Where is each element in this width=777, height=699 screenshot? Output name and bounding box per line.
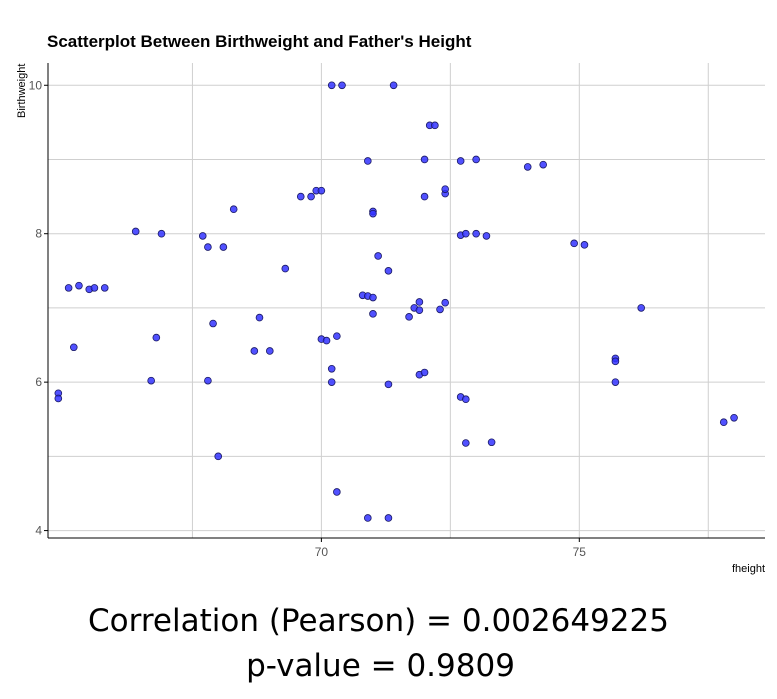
data-point bbox=[611, 357, 620, 366]
data-point bbox=[523, 163, 532, 171]
data-point bbox=[539, 160, 547, 169]
data-point bbox=[369, 209, 377, 218]
data-point bbox=[369, 310, 377, 318]
data-point bbox=[100, 284, 109, 292]
y-tick-label: 8 bbox=[35, 227, 42, 241]
grid-layer bbox=[48, 63, 765, 538]
data-point bbox=[152, 333, 161, 342]
data-point bbox=[209, 319, 217, 328]
points-layer bbox=[54, 81, 738, 522]
data-point bbox=[229, 205, 238, 214]
data-point bbox=[456, 157, 465, 165]
data-point bbox=[147, 376, 155, 385]
data-point bbox=[580, 241, 589, 249]
data-point bbox=[389, 81, 398, 90]
y-tick-label: 6 bbox=[35, 375, 42, 389]
data-point bbox=[415, 298, 424, 306]
data-point bbox=[317, 186, 326, 195]
x-tick-label: 75 bbox=[573, 545, 587, 559]
data-point bbox=[204, 243, 212, 251]
x-axis-label: fheight bbox=[732, 563, 765, 575]
data-point bbox=[719, 418, 728, 427]
data-point bbox=[420, 368, 429, 377]
data-point bbox=[420, 155, 429, 164]
data-point bbox=[327, 364, 336, 373]
data-point bbox=[369, 293, 377, 302]
scatterplot: Scatterplot Between Birthweight and Fath… bbox=[16, 32, 765, 575]
data-point bbox=[364, 157, 372, 165]
data-point bbox=[487, 438, 496, 447]
data-point bbox=[420, 192, 429, 201]
data-point bbox=[462, 439, 470, 447]
data-point bbox=[64, 284, 73, 292]
data-point bbox=[384, 380, 393, 389]
y-axis-label: Birthweight bbox=[16, 64, 28, 118]
data-point bbox=[482, 232, 491, 240]
data-point bbox=[157, 229, 166, 238]
data-point bbox=[338, 81, 346, 90]
data-point bbox=[431, 121, 439, 130]
data-point bbox=[462, 229, 470, 238]
axis-layer bbox=[44, 63, 765, 542]
data-point bbox=[472, 155, 480, 164]
data-point bbox=[219, 243, 228, 251]
chart-title: Scatterplot Between Birthweight and Fath… bbox=[47, 32, 472, 51]
data-point bbox=[204, 376, 212, 385]
data-point bbox=[333, 332, 341, 340]
data-point bbox=[198, 232, 207, 240]
data-point bbox=[436, 305, 444, 314]
data-point bbox=[441, 185, 449, 193]
data-point bbox=[472, 229, 480, 238]
data-point bbox=[90, 284, 99, 292]
data-point bbox=[281, 264, 290, 273]
y-tick-label: 10 bbox=[29, 78, 43, 92]
correlation-text: Correlation (Pearson) = 0.002649225 bbox=[88, 603, 669, 639]
data-point bbox=[384, 267, 393, 275]
data-point bbox=[637, 304, 646, 312]
data-point bbox=[296, 192, 305, 201]
data-point bbox=[333, 488, 341, 496]
data-point bbox=[250, 347, 259, 355]
data-point bbox=[364, 514, 372, 522]
y-tick-label: 4 bbox=[35, 524, 42, 538]
data-point bbox=[214, 452, 223, 461]
data-point bbox=[611, 378, 620, 386]
data-point bbox=[405, 313, 413, 321]
data-point bbox=[69, 343, 78, 352]
data-point bbox=[54, 394, 63, 403]
p-value-text: p-value = 0.9809 bbox=[246, 648, 515, 684]
data-point bbox=[441, 298, 449, 307]
data-point bbox=[327, 81, 336, 90]
tick-labels: 4 6 8 10 70 75 bbox=[29, 78, 587, 559]
data-point bbox=[307, 192, 315, 201]
data-point bbox=[322, 336, 331, 345]
data-point bbox=[327, 378, 336, 386]
data-point bbox=[415, 306, 424, 314]
data-point bbox=[730, 413, 738, 422]
data-point bbox=[374, 252, 382, 260]
data-point bbox=[570, 239, 578, 248]
data-point bbox=[462, 395, 470, 404]
data-point bbox=[131, 227, 140, 236]
data-point bbox=[75, 281, 83, 290]
data-point bbox=[266, 347, 274, 355]
x-tick-label: 70 bbox=[315, 545, 329, 559]
data-point bbox=[384, 514, 393, 522]
data-point bbox=[255, 313, 264, 322]
